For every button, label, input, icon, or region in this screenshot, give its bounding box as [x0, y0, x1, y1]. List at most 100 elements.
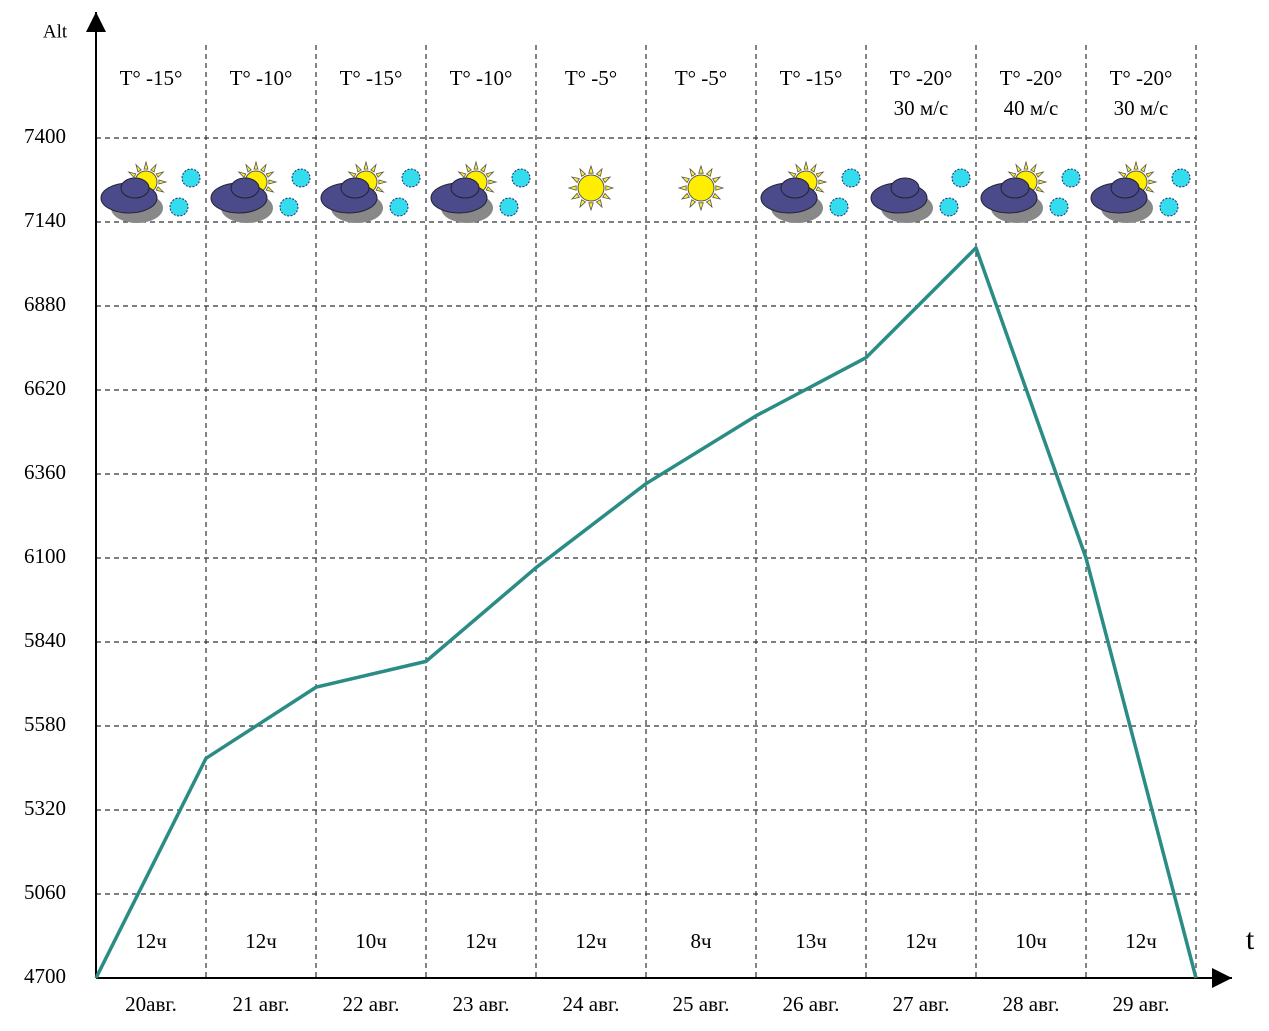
- sun-ray: [810, 163, 817, 173]
- wind-label: 30 м/с: [894, 96, 949, 120]
- sun-ray: [803, 160, 809, 170]
- hours-label: 10ч: [1015, 929, 1047, 953]
- sun-ray: [488, 179, 498, 185]
- x-tick-label: 21 авг.: [233, 992, 290, 1016]
- weather-icon: [980, 160, 1081, 223]
- sun-ray: [588, 164, 594, 174]
- sun-ray: [480, 163, 487, 173]
- sun-ray: [680, 192, 690, 200]
- sun-ray: [375, 171, 385, 178]
- sun-ray: [473, 160, 479, 170]
- weather-icon: [1090, 160, 1191, 223]
- x-tick-label: 22 авг.: [343, 992, 400, 1016]
- sun-ray: [815, 186, 825, 193]
- sun-ray: [602, 176, 612, 184]
- snowflake: [291, 168, 311, 188]
- cloud: [780, 177, 810, 199]
- weather-icon: [210, 160, 311, 223]
- sun-ray: [158, 179, 168, 185]
- hours-label: 12ч: [245, 929, 277, 953]
- sun-ray: [712, 176, 722, 184]
- sun-ray: [265, 186, 275, 193]
- sun-ray: [818, 179, 828, 185]
- x-tick-label: 27 авг.: [893, 992, 950, 1016]
- snowflake: [181, 168, 201, 188]
- y-tick-label: 5320: [24, 796, 66, 820]
- hours-label: 12ч: [465, 929, 497, 953]
- sun-ray: [127, 171, 137, 178]
- sun-ray: [268, 179, 278, 185]
- sun-ray: [1015, 163, 1022, 173]
- temperature-label: T° -5°: [675, 66, 727, 90]
- temperature-label: T° -10°: [450, 66, 513, 90]
- snowflake: [841, 168, 861, 188]
- y-tick-label: 5840: [24, 628, 66, 652]
- sun-ray: [1145, 186, 1155, 193]
- sun-ray: [265, 171, 275, 178]
- hours-label: 8ч: [690, 929, 712, 953]
- x-tick-label: 29 авг.: [1113, 992, 1170, 1016]
- weather-icon: [760, 160, 861, 223]
- sun-ray: [1007, 171, 1017, 178]
- y-tick-label: 7140: [24, 208, 66, 232]
- snowflake: [511, 168, 531, 188]
- snowflake: [1159, 197, 1179, 217]
- sun-ray: [705, 199, 713, 209]
- y-tick-label: 6620: [24, 376, 66, 400]
- x-tick-label: 26 авг.: [783, 992, 840, 1016]
- weather-icon: [100, 160, 201, 223]
- snowflake: [389, 197, 409, 217]
- sun-ray: [150, 163, 157, 173]
- cloud: [450, 177, 480, 199]
- sun-ray: [677, 185, 687, 191]
- sun-ray: [567, 185, 577, 191]
- snowflake: [401, 168, 421, 188]
- sun-ray: [347, 171, 357, 178]
- sun-ray: [1140, 163, 1147, 173]
- temperature-label: T° -20°: [1000, 66, 1063, 90]
- y-tick-label: 6100: [24, 544, 66, 568]
- snowflake: [1171, 168, 1191, 188]
- sun-ray: [602, 192, 612, 200]
- weather-icon: [870, 168, 971, 223]
- sun-ray: [465, 163, 472, 173]
- y-tick-label: 4700: [24, 964, 66, 988]
- snowflake: [169, 197, 189, 217]
- temperature-label: T° -20°: [1110, 66, 1173, 90]
- x-tick-label: 20авг.: [125, 992, 177, 1016]
- sun-ray: [1035, 171, 1045, 178]
- sun-ray: [698, 202, 704, 212]
- sun-ray: [712, 192, 722, 200]
- snowflake: [279, 197, 299, 217]
- hours-label: 12ч: [135, 929, 167, 953]
- sun-ray: [570, 192, 580, 200]
- hours-label: 12ч: [575, 929, 607, 953]
- sun-ray: [579, 167, 587, 177]
- hours-label: 13ч: [795, 929, 827, 953]
- y-axis-label: Alt: [43, 21, 68, 42]
- temperature-label: T° -10°: [230, 66, 293, 90]
- snowflake: [829, 197, 849, 217]
- y-tick-label: 5060: [24, 880, 66, 904]
- weather-icon: [320, 160, 421, 223]
- sun-ray: [680, 176, 690, 184]
- cloud: [890, 177, 920, 199]
- weather-icon: [677, 164, 725, 212]
- weather-icon: [430, 160, 531, 223]
- sun-ray: [135, 163, 142, 173]
- temperature-label: T° -15°: [340, 66, 403, 90]
- sun-ray: [787, 171, 797, 178]
- cloud: [120, 177, 150, 199]
- snowflake: [499, 197, 519, 217]
- x-tick-label: 24 авг.: [563, 992, 620, 1016]
- hours-label: 12ч: [905, 929, 937, 953]
- sun-ray: [1125, 163, 1132, 173]
- x-tick-label: 25 авг.: [673, 992, 730, 1016]
- sun-ray: [378, 179, 388, 185]
- sun-ray: [795, 163, 802, 173]
- temperature-label: T° -15°: [780, 66, 843, 90]
- sun-ray: [253, 160, 259, 170]
- hours-label: 10ч: [355, 929, 387, 953]
- sun-ray: [1145, 171, 1155, 178]
- x-axis-label: t: [1246, 923, 1255, 956]
